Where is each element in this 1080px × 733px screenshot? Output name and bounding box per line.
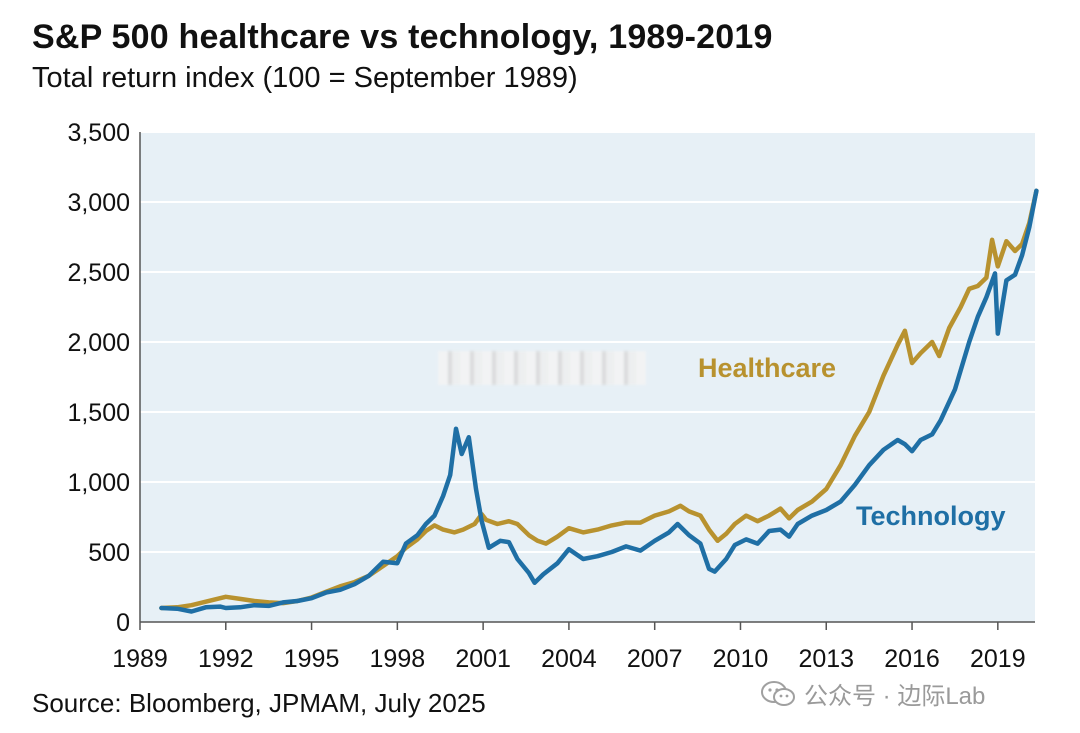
y-tick-label: 1,500	[67, 399, 130, 427]
series-line-technology	[159, 188, 1039, 614]
y-tick-label: 1,000	[67, 469, 130, 497]
x-tick-label: 2004	[541, 645, 597, 673]
legend-label-technology: Technology	[856, 501, 1006, 531]
legend-label-healthcare: Healthcare	[698, 353, 836, 383]
x-tick-label: 2013	[798, 645, 854, 673]
obscured-annotation	[438, 351, 646, 385]
watermark: 公众号 · 边际Lab	[760, 676, 985, 711]
x-tick-label: 2019	[970, 645, 1026, 673]
y-tick-label: 0	[116, 609, 130, 637]
x-tick-label: 1998	[370, 645, 426, 673]
chart-subtitle: Total return index (100 = September 1989…	[32, 62, 578, 94]
y-tick-label: 2,500	[67, 259, 130, 287]
x-tick-label: 1995	[284, 645, 340, 673]
series-lines	[159, 188, 1039, 614]
wechat-icon	[761, 680, 795, 706]
chart-title: S&P 500 healthcare vs technology, 1989-2…	[32, 18, 773, 56]
gridlines	[140, 131, 1035, 553]
x-axis-ticks: 1989 1992 1995 1998 2001 2004 2007 2010 2013 2016…	[112, 622, 1026, 673]
y-axis-ticks: 0 500 1,000 1,500 2,000 2,500 3,000 3,500	[67, 119, 130, 637]
watermark-text: 公众号 · 边际Lab	[804, 683, 986, 710]
source-note: Source: Bloomberg, JPMAM, July 2025	[32, 688, 486, 718]
x-tick-label: 2001	[455, 645, 511, 673]
x-tick-label: 2010	[713, 645, 769, 673]
x-tick-label: 1989	[112, 645, 168, 673]
y-tick-label: 2,000	[67, 329, 130, 357]
y-tick-label: 3,000	[67, 189, 130, 217]
y-tick-label: 500	[88, 539, 130, 567]
x-tick-label: 2007	[627, 645, 683, 673]
series-line-healthcare	[159, 188, 1039, 611]
x-tick-label: 2016	[884, 645, 940, 673]
x-tick-label: 1992	[198, 645, 254, 673]
y-tick-label: 3,500	[67, 119, 130, 147]
